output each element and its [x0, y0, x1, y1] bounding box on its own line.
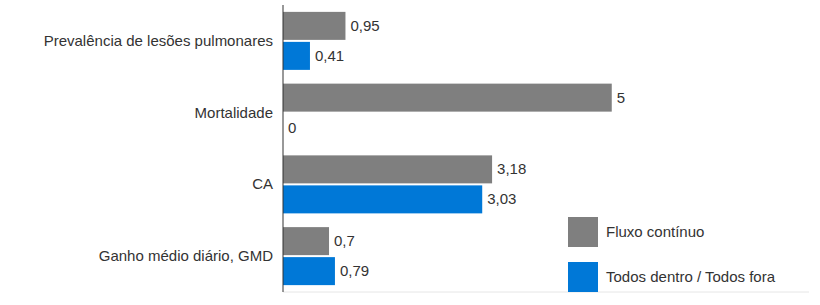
category-label: Ganho médio diário, GMD [99, 247, 273, 264]
baseline [283, 5, 284, 292]
labels: 0,95 0,41 Prevalência de lesões pulmonares… [44, 17, 625, 279]
bar [283, 227, 329, 255]
chart-container: 0,95 0,41 Prevalência de lesões pulmonares… [0, 0, 820, 305]
data-label: 5 [617, 89, 625, 106]
data-label: 0,41 [315, 47, 344, 64]
data-label: 3,03 [487, 190, 516, 207]
legend-swatch [568, 217, 598, 247]
data-label: 0 [288, 119, 296, 136]
bar [283, 12, 345, 40]
category-label: CA [252, 175, 273, 192]
data-label: 3,18 [497, 160, 526, 177]
value-axis-line [283, 292, 809, 293]
bars [283, 12, 612, 285]
legend-label: Fluxo contínuo [606, 223, 704, 240]
data-label: 0,95 [350, 17, 379, 34]
legend: Fluxo contínuo Todos dentro / Todos fora [568, 217, 776, 292]
bar [283, 155, 492, 183]
legend-label: Todos dentro / Todos fora [606, 268, 776, 285]
chart-svg: 0,95 0,41 Prevalência de lesões pulmonares… [0, 0, 820, 305]
legend-swatch [568, 262, 598, 292]
bar [283, 257, 335, 285]
category-label: Mortalidade [195, 104, 273, 121]
bar [283, 84, 612, 112]
data-label: 0,79 [340, 262, 369, 279]
bar [283, 185, 482, 213]
bar [283, 42, 310, 70]
category-label: Prevalência de lesões pulmonares [44, 32, 273, 49]
data-label: 0,7 [334, 232, 355, 249]
